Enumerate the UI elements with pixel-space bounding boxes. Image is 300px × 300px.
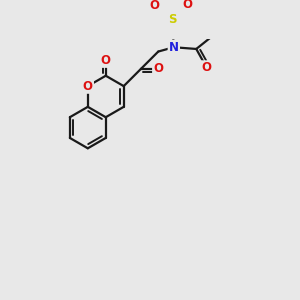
Text: O: O (202, 61, 212, 74)
Text: O: O (83, 80, 93, 93)
Text: O: O (150, 0, 160, 12)
Text: O: O (101, 54, 111, 67)
Text: S: S (168, 13, 176, 26)
Text: O: O (183, 0, 193, 11)
Text: N: N (169, 41, 179, 54)
Text: O: O (153, 62, 163, 75)
